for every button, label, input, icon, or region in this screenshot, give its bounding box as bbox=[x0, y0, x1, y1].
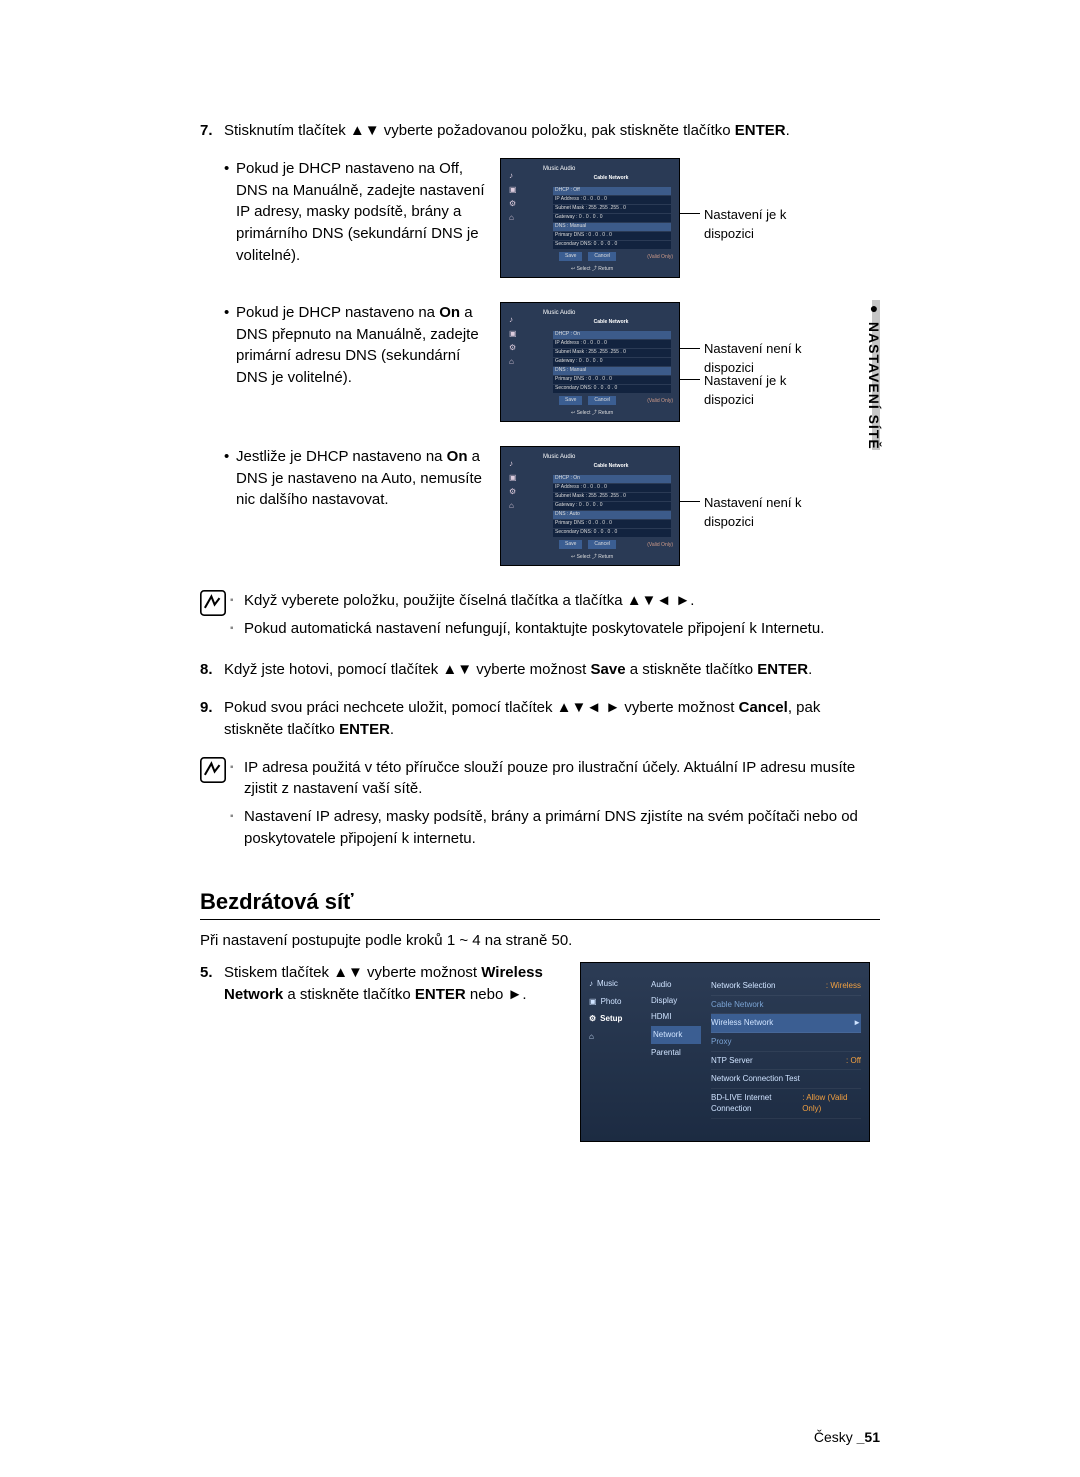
wireless-heading: Bezdrátová síť bbox=[200, 886, 880, 921]
annotation: Nastavení není k dispozici bbox=[704, 494, 824, 532]
note-text: Nastavení IP adresy, masky podsítě, brán… bbox=[244, 806, 880, 850]
note-icon bbox=[200, 590, 230, 646]
dhcp-on-manual-block: • Pokud je DHCP nastaveno na On a DNS př… bbox=[200, 302, 880, 422]
page-footer: Česky _51 bbox=[814, 1427, 880, 1447]
dhcp-off-text: Pokud je DHCP nastaveno na Off, DNS na M… bbox=[236, 158, 486, 267]
square-bullet-icon: ▪ bbox=[230, 590, 244, 612]
bullet-mark: • bbox=[224, 158, 236, 267]
screenshot-wireless-menu: ♪Music ▣Photo ⚙Setup ⌂ Audio Display HDM… bbox=[580, 962, 870, 1142]
step-8: 8. Když jste hotovi, pomocí tlačítek ▲▼ … bbox=[200, 659, 880, 681]
note-block-1: ▪Když vyberete položku, použijte číselná… bbox=[200, 590, 880, 646]
dhcp-off-block: • Pokud je DHCP nastaveno na Off, DNS na… bbox=[200, 158, 880, 278]
home-icon: ⌂ bbox=[589, 1031, 594, 1043]
note-text: Pokud automatická nastavení nefungují, k… bbox=[244, 618, 824, 640]
note-block-2: ▪IP adresa použitá v této příručce slouž… bbox=[200, 757, 880, 856]
screenshot-dhcp-on-manual: ♪▣⚙⌂ Music Audio Cable Network DHCP : On… bbox=[500, 302, 680, 422]
dhcp-on-auto-block: • Jestliže je DHCP nastaveno na On a DNS… bbox=[200, 446, 880, 566]
step-5: 5. Stiskem tlačítek ▲▼ vyberte možnost W… bbox=[200, 962, 560, 1006]
photo-icon: ▣ bbox=[589, 996, 597, 1008]
annotation: Nastavení je k dispozici bbox=[704, 206, 814, 244]
music-icon: ♪ bbox=[589, 978, 593, 990]
dhcp-on-auto-text: Jestliže je DHCP nastaveno na On a DNS j… bbox=[236, 446, 486, 511]
screenshot-dhcp-on-auto: ♪▣⚙⌂ Music Audio Cable Network DHCP : On… bbox=[500, 446, 680, 566]
note-icon bbox=[200, 757, 230, 856]
step-7: 7. Stisknutím tlačítek ▲▼ vyberte požado… bbox=[200, 120, 880, 142]
step-number: 7. bbox=[200, 120, 224, 142]
note-text: Když vyberete položku, použijte číselná … bbox=[244, 590, 694, 612]
setup-icon: ⚙ bbox=[589, 1013, 596, 1025]
step-text: Stisknutím tlačítek ▲▼ vyberte požadovan… bbox=[224, 120, 880, 142]
screenshot-dhcp-off: ♪▣⚙⌂ Music Audio Cable Network DHCP : Of… bbox=[500, 158, 680, 278]
wireless-intro: Při nastavení postupujte podle kroků 1 ~… bbox=[200, 930, 880, 952]
dhcp-on-manual-text: Pokud je DHCP nastaveno na On a DNS přep… bbox=[236, 302, 486, 389]
note-text: IP adresa použitá v této příručce slouží… bbox=[244, 757, 880, 801]
annotation: Nastavení je k dispozici bbox=[704, 372, 814, 410]
step-9: 9. Pokud svou práci nechcete uložit, pom… bbox=[200, 697, 880, 741]
